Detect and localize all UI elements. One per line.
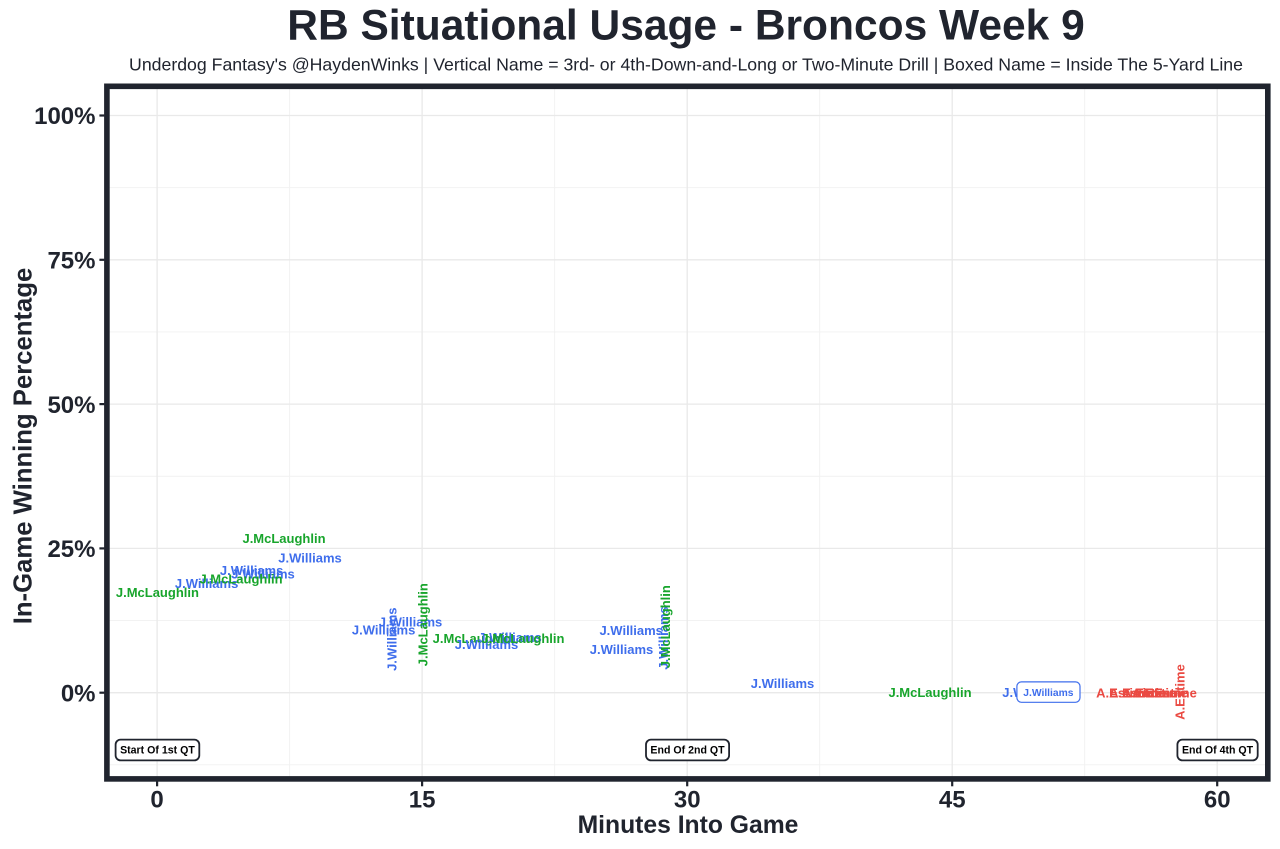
- svg-text:J.Williams: J.Williams: [455, 637, 518, 652]
- svg-text:Underdog Fantasy's @HaydenWink: Underdog Fantasy's @HaydenWinks | Vertic…: [129, 55, 1243, 75]
- svg-text:25%: 25%: [47, 536, 95, 563]
- svg-text:RB Situational Usage - Broncos: RB Situational Usage - Broncos Week 9: [287, 3, 1084, 50]
- svg-text:15: 15: [409, 787, 436, 814]
- svg-text:0: 0: [150, 787, 163, 814]
- svg-text:J.Williams: J.Williams: [352, 623, 415, 638]
- svg-text:J.Williams: J.Williams: [1023, 688, 1074, 699]
- svg-text:J.Williams: J.Williams: [385, 607, 400, 670]
- svg-text:J.McLaughlin: J.McLaughlin: [481, 631, 564, 646]
- svg-text:J.Williams: J.Williams: [656, 606, 671, 669]
- svg-text:45: 45: [939, 787, 966, 814]
- svg-text:J.Williams: J.Williams: [278, 551, 341, 566]
- svg-text:End Of 4th QT: End Of 4th QT: [1182, 745, 1254, 757]
- svg-text:J.McLaughlin: J.McLaughlin: [199, 571, 282, 586]
- svg-text:J.McLaughlin: J.McLaughlin: [242, 531, 325, 546]
- svg-text:J.Williams: J.Williams: [590, 642, 653, 657]
- svg-text:A.Estime: A.Estime: [1132, 686, 1188, 701]
- svg-text:J.McLaughlin: J.McLaughlin: [116, 585, 199, 600]
- svg-text:30: 30: [674, 787, 701, 814]
- svg-text:A.Estime: A.Estime: [1109, 686, 1165, 701]
- svg-text:J.McLaughlin: J.McLaughlin: [888, 685, 971, 700]
- svg-text:100%: 100%: [34, 103, 95, 130]
- svg-text:J.McLaughlin: J.McLaughlin: [658, 585, 673, 668]
- svg-text:J.McLaughlin: J.McLaughlin: [433, 631, 516, 646]
- svg-text:End Of 2nd QT: End Of 2nd QT: [650, 745, 725, 757]
- svg-text:0%: 0%: [61, 680, 96, 707]
- svg-text:A.Estime: A.Estime: [1096, 686, 1152, 701]
- svg-text:J.Williams: J.Williams: [599, 623, 662, 638]
- svg-text:J.McLaughlin: J.McLaughlin: [416, 583, 431, 666]
- svg-text:J.Williams: J.Williams: [231, 567, 294, 582]
- svg-text:75%: 75%: [47, 248, 95, 275]
- svg-text:J.Williams: J.Williams: [379, 614, 442, 629]
- svg-text:Minutes Into Game: Minutes Into Game: [578, 812, 799, 839]
- svg-text:J.Williams: J.Williams: [220, 563, 283, 578]
- svg-text:50%: 50%: [47, 392, 95, 419]
- svg-text:60: 60: [1204, 787, 1231, 814]
- svg-text:A.Estime: A.Estime: [1173, 664, 1188, 720]
- svg-text:J.Williams: J.Williams: [478, 630, 541, 645]
- svg-text:J.Williams: J.Williams: [175, 576, 238, 591]
- svg-text:In-Game Winning Percentage: In-Game Winning Percentage: [10, 268, 38, 625]
- svg-text:A.Estime: A.Estime: [1122, 686, 1178, 701]
- svg-text:A.Estime: A.Estime: [1141, 686, 1197, 701]
- svg-text:Start Of 1st QT: Start Of 1st QT: [120, 745, 195, 757]
- svg-text:J.Williams: J.Williams: [751, 676, 814, 691]
